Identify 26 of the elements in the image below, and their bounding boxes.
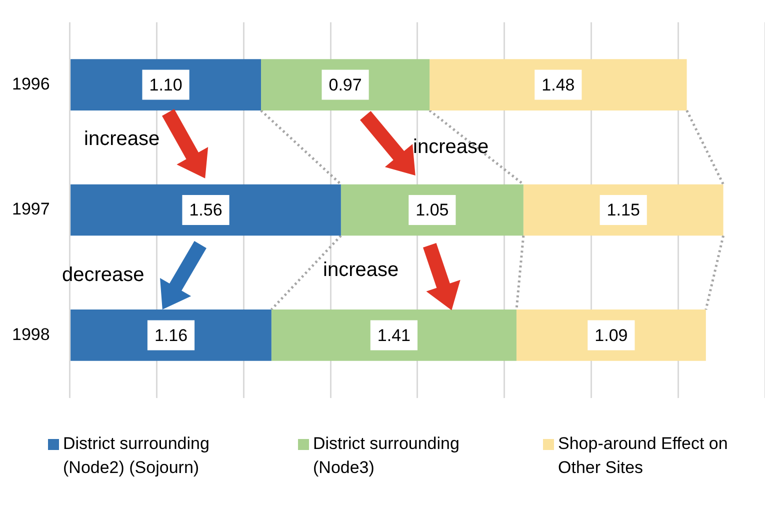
data-label: 1.15	[606, 200, 640, 220]
annotation: increase	[84, 128, 160, 151]
y-tick-label: 1996	[12, 74, 50, 94]
annotation: decrease	[62, 264, 144, 287]
bar	[70, 59, 261, 110]
legend-label: Shop-around Effect on Other Sites	[558, 433, 729, 479]
data-label: 1.05	[416, 200, 449, 220]
legend-label: District surrounding (Node3)	[313, 433, 460, 479]
data-label: 0.97	[328, 75, 362, 94]
legend-label: District surrounding (Node2) (Sojourn)	[63, 433, 210, 479]
annotation: increase	[323, 259, 399, 282]
y-tick-label: 1998	[12, 324, 50, 344]
data-label: 1.56	[189, 200, 222, 220]
data-label: 1.10	[149, 75, 182, 94]
annotation: increase	[413, 136, 489, 159]
bar	[271, 310, 516, 361]
bar	[523, 184, 724, 236]
data-label: 1.41	[377, 326, 410, 345]
data-label: 1.48	[542, 75, 575, 94]
bar	[430, 59, 687, 110]
y-tick-label: 1997	[12, 200, 50, 219]
data-label: 1.16	[154, 326, 188, 345]
bar	[70, 310, 272, 361]
data-label: 1.09	[594, 326, 628, 345]
bar	[70, 184, 341, 236]
bar	[516, 310, 706, 361]
